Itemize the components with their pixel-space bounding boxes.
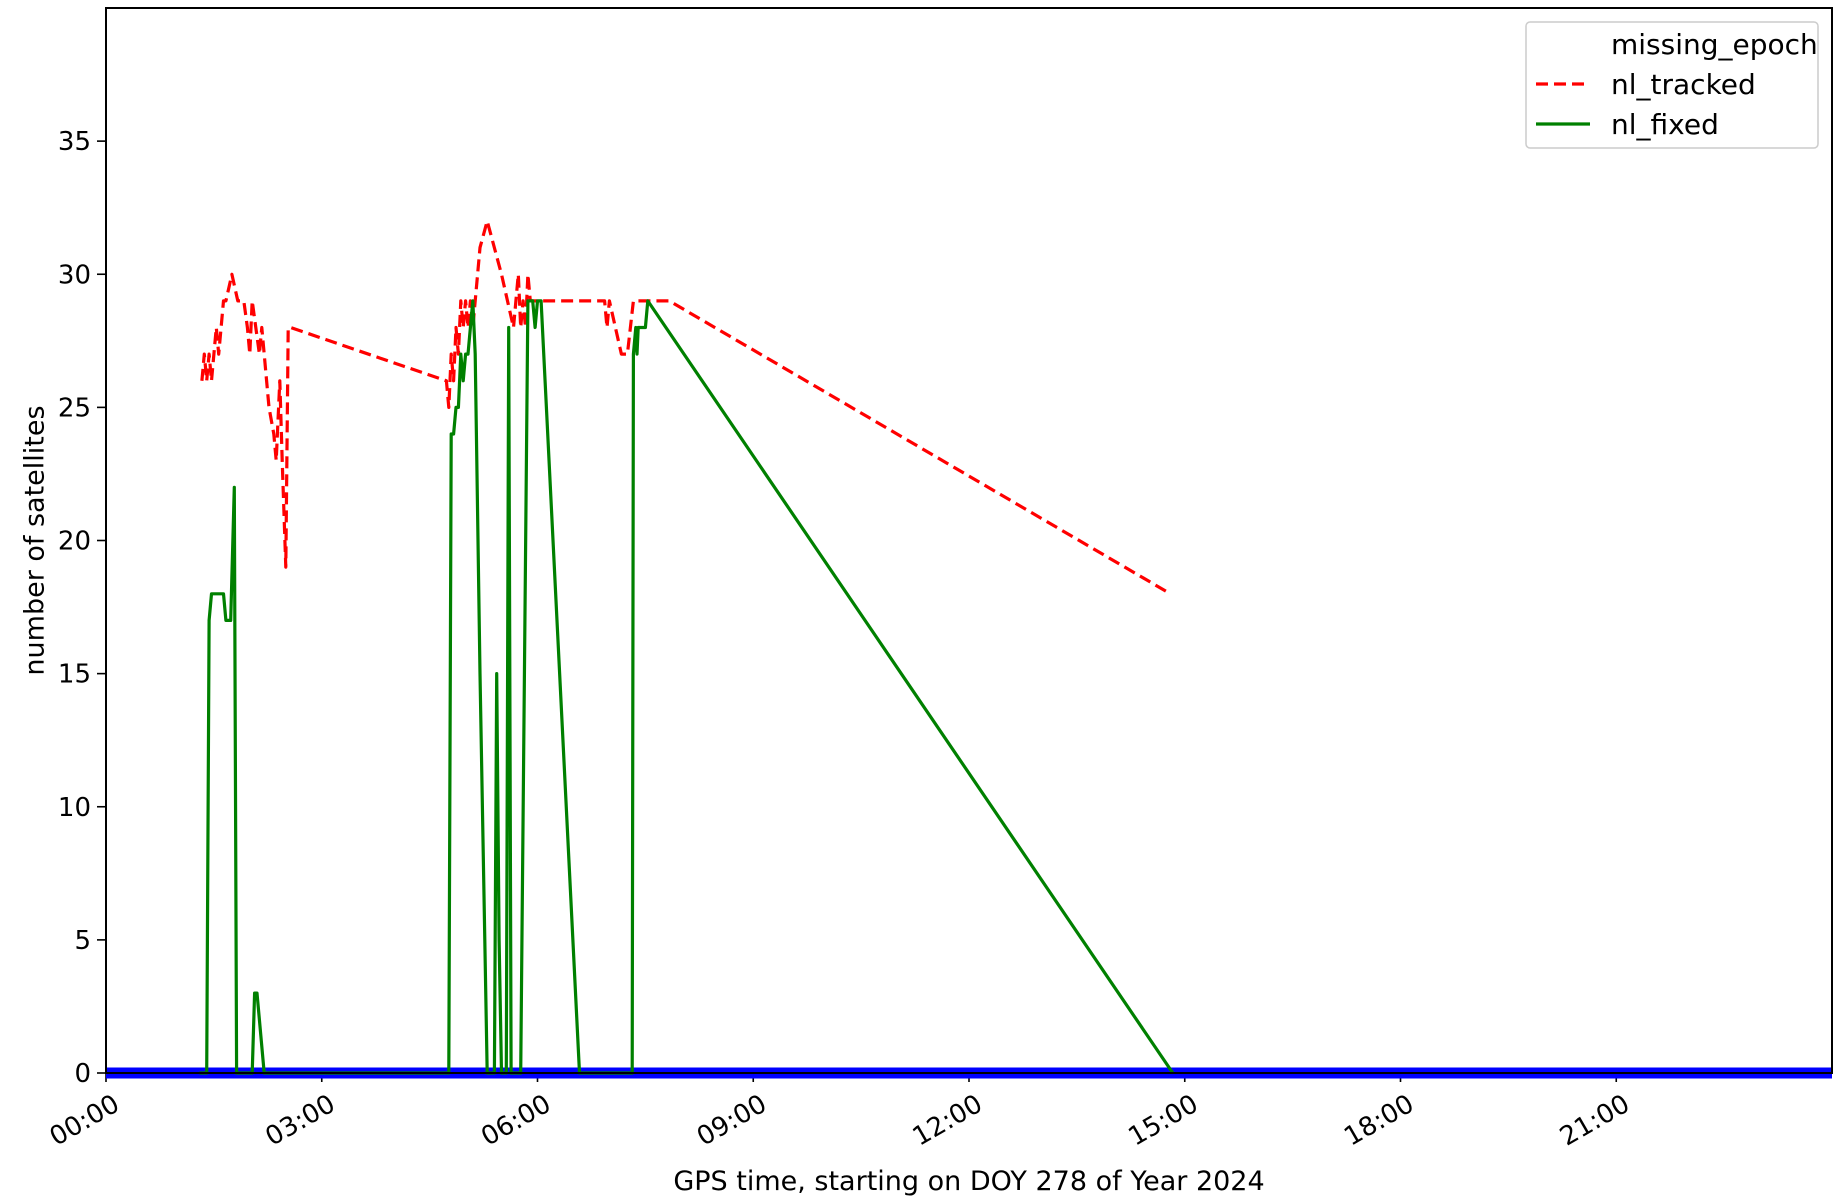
legend: missing_epoch nl_tracked nl_fixed [1525, 21, 1819, 149]
legend-entry: nl_fixed [1611, 108, 1719, 141]
y-tick-label: 10 [58, 793, 91, 823]
series-nl-tracked [200, 219, 1172, 596]
x-axis-label: GPS time, starting on DOY 278 of Year 20… [673, 1166, 1264, 1197]
y-tick-label: 5 [74, 926, 91, 956]
y-tick-label: 30 [58, 260, 91, 290]
legend-entry: missing_epoch [1611, 28, 1818, 61]
legend-box [1525, 21, 1819, 149]
legend-entry: nl_tracked [1611, 68, 1756, 101]
y-tick-label: 35 [58, 127, 91, 157]
y-tick-label: 20 [58, 527, 91, 557]
y-tick-label: 25 [58, 393, 91, 423]
y-tick-label: 15 [58, 660, 91, 690]
y-axis-ticks: 0 5 10 15 20 25 30 35 [58, 127, 106, 1089]
y-tick-label: 0 [74, 1059, 91, 1089]
axes-frame [105, 7, 1833, 1074]
y-axis-label: number of satellites [20, 405, 51, 675]
